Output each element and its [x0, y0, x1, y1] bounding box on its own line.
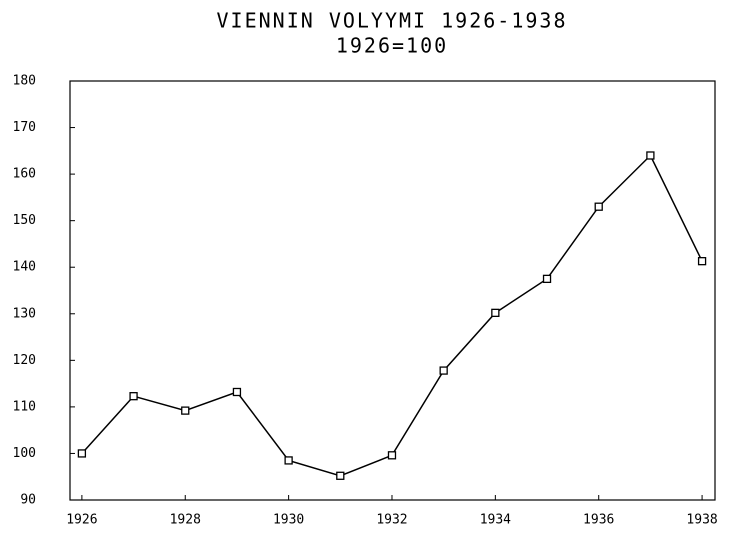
- y-tick-label: 90: [20, 493, 36, 508]
- point-marker: [697, 257, 707, 266]
- y-tick-label: 170: [13, 120, 36, 135]
- x-tick-label: 1936: [583, 513, 614, 528]
- point-marker: [232, 387, 242, 397]
- point-marker: [387, 451, 397, 460]
- point-marker: [77, 449, 87, 458]
- x-tick-label: 1928: [170, 513, 201, 528]
- x-tick-label: 1926: [66, 513, 97, 528]
- x-tick-label: 1938: [686, 513, 717, 528]
- y-tick-label: 100: [13, 446, 36, 461]
- point-marker: [439, 366, 448, 375]
- point-marker: [336, 471, 345, 480]
- chart-subtitle: 1926=100: [336, 34, 448, 58]
- point-marker: [491, 308, 500, 317]
- point-marker: [646, 151, 655, 160]
- y-tick-label: 130: [13, 306, 36, 321]
- y-tick-label: 140: [13, 260, 36, 275]
- y-tick-label: 120: [13, 353, 36, 368]
- x-tick-label: 1930: [273, 513, 304, 528]
- point-marker: [542, 274, 552, 284]
- y-tick-label: 180: [13, 74, 36, 89]
- point-marker: [129, 392, 138, 401]
- point-marker: [181, 406, 190, 415]
- plot-frame: [69, 80, 716, 501]
- y-tick-label: 160: [13, 167, 36, 182]
- series-line: [81, 154, 703, 477]
- point-marker: [284, 456, 293, 465]
- chart-title: VIENNIN VOLYYMI 1926-1938: [216, 9, 567, 33]
- x-tick-label: 1932: [376, 513, 407, 528]
- y-tick-label: 150: [13, 213, 36, 228]
- y-tick-label: 110: [13, 399, 36, 414]
- point-marker: [594, 202, 603, 211]
- x-tick-label: 1934: [480, 513, 511, 528]
